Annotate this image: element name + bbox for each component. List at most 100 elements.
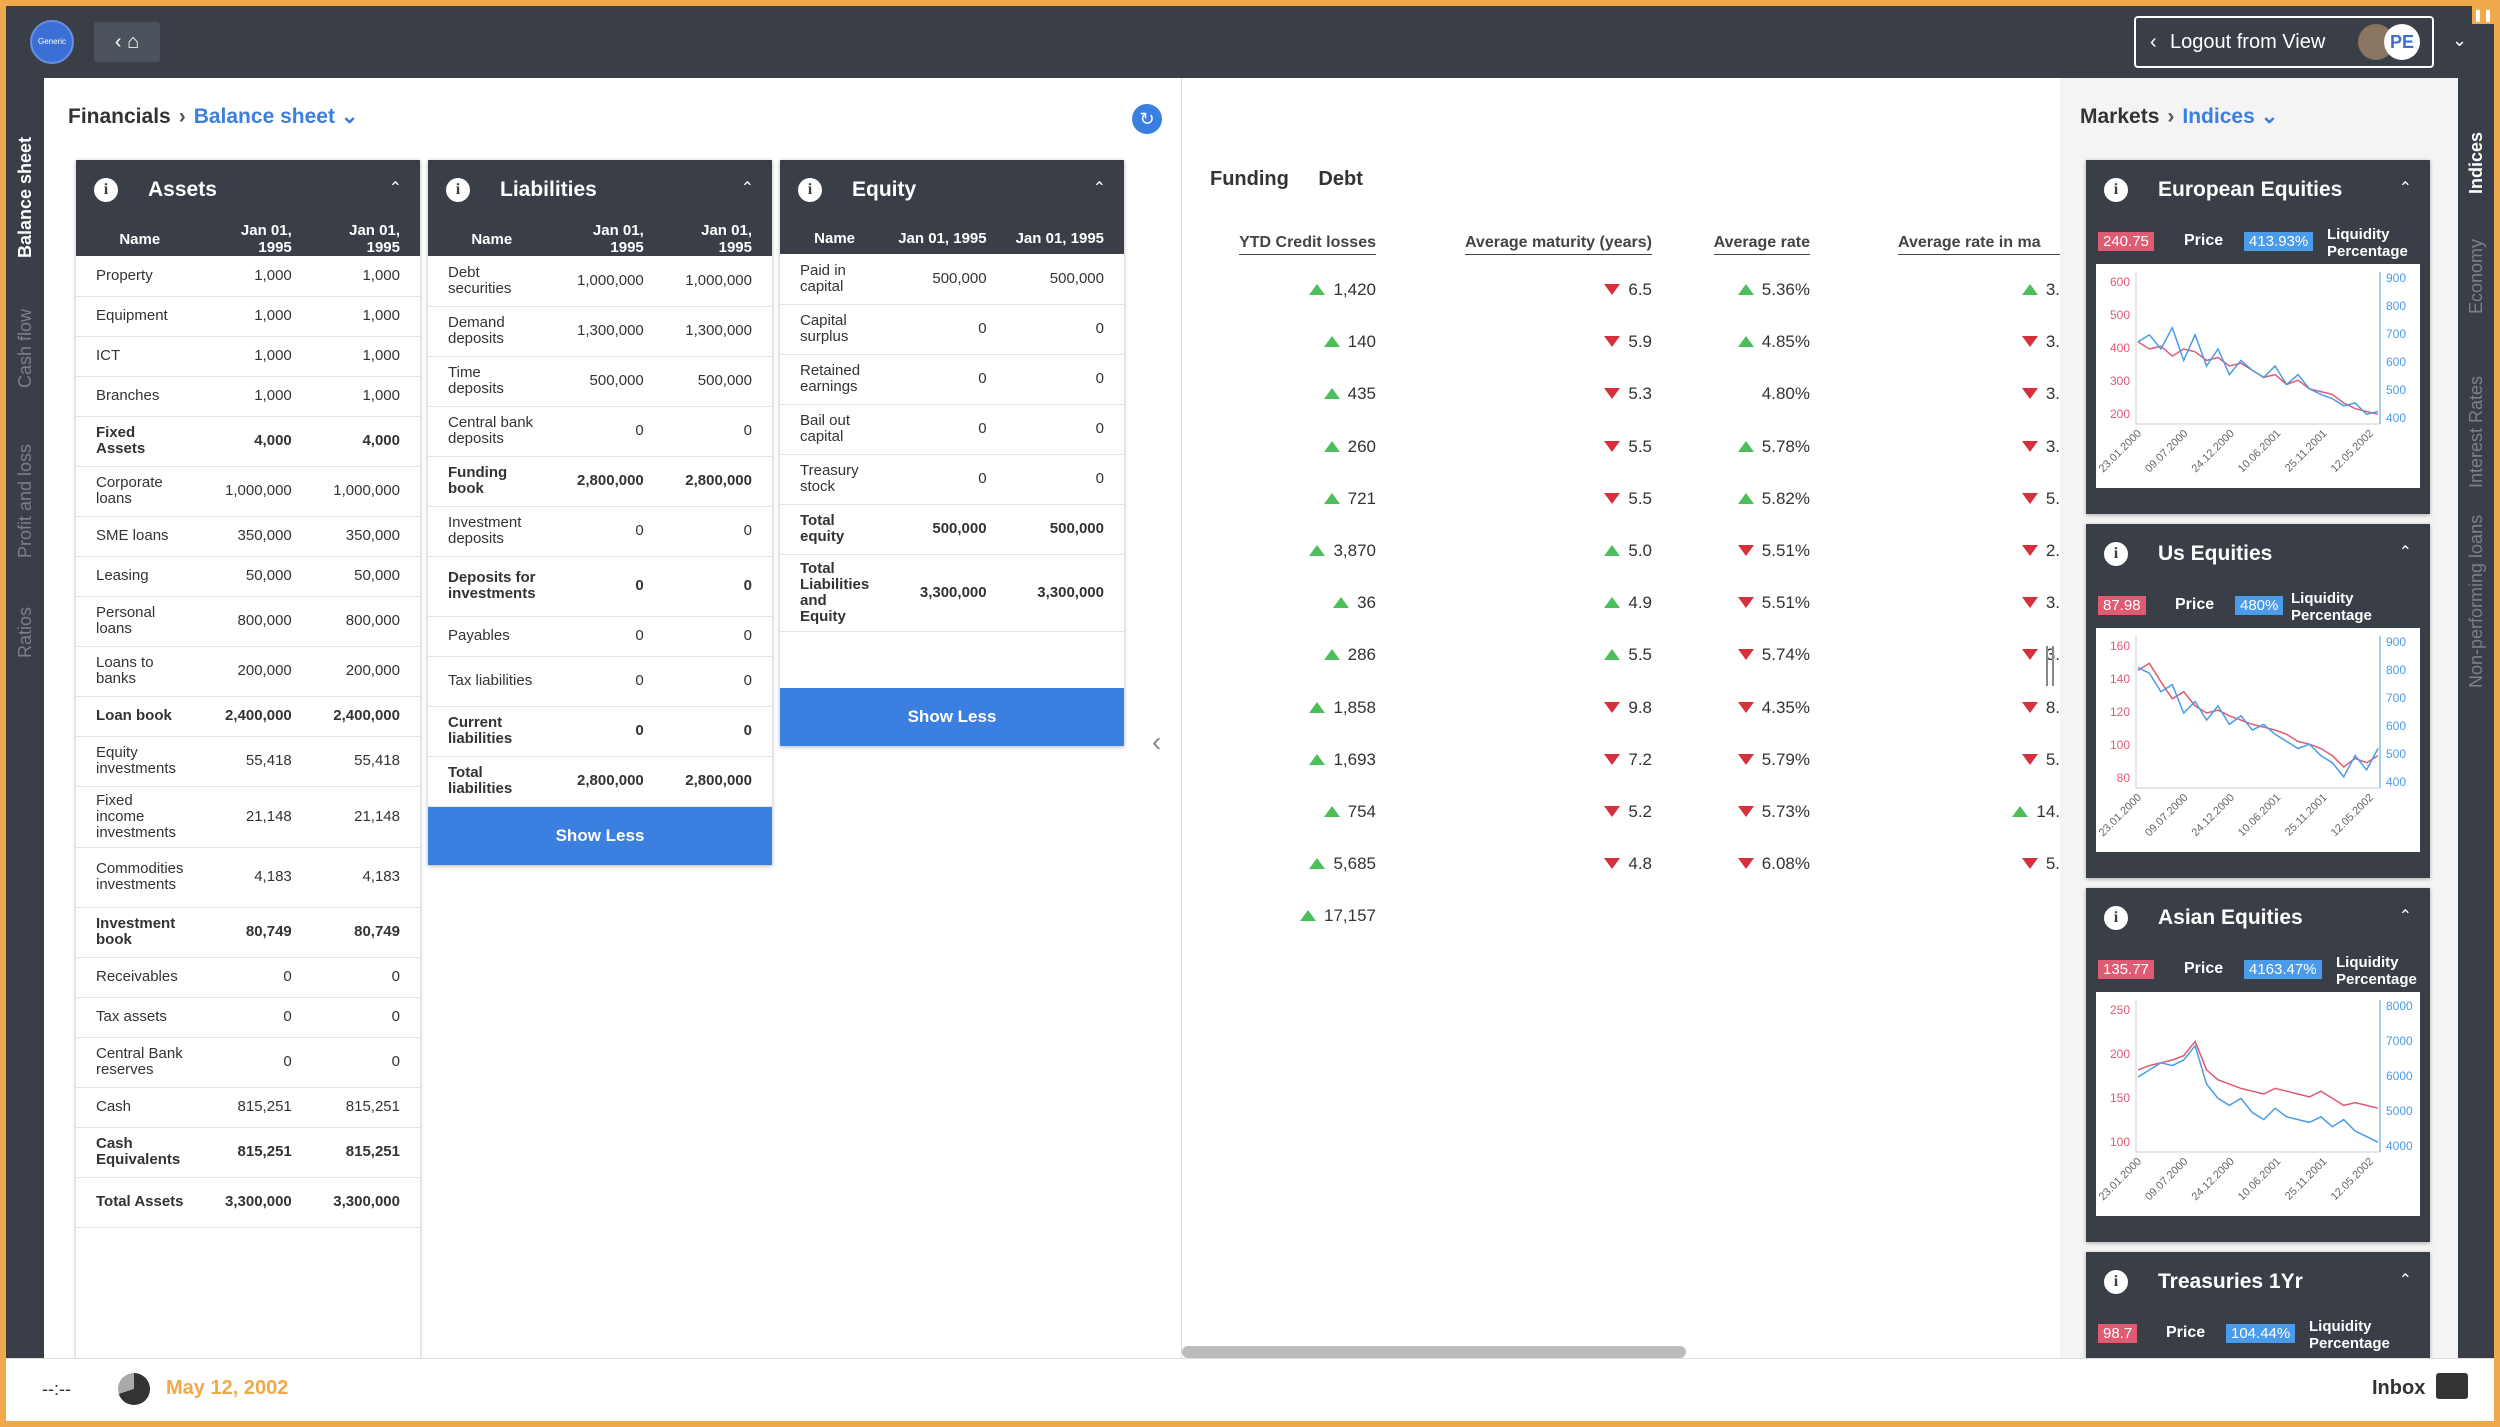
chevron-up-icon[interactable]: ⌃	[2398, 908, 2412, 925]
y-tick-label-left: 140	[2110, 672, 2130, 686]
x-tick-label: 10.06.2001	[2236, 428, 2283, 475]
info-icon[interactable]: i	[2104, 178, 2128, 202]
row-value: 0	[555, 406, 664, 457]
breadcrumb-root[interactable]: Markets	[2080, 105, 2160, 128]
info-icon[interactable]: i	[94, 178, 118, 202]
chevron-up-icon[interactable]: ⌃	[2398, 1272, 2412, 1289]
cell-value: 3.	[2045, 280, 2060, 299]
row-value: 800,000	[311, 596, 420, 647]
pause-icon[interactable]: ❚❚	[2472, 6, 2494, 24]
chevron-up-icon[interactable]: ⌃	[2398, 544, 2412, 561]
row-label: Bail out capital	[780, 404, 890, 455]
y-tick-label-right: 800	[2386, 299, 2406, 313]
info-icon[interactable]: i	[2104, 906, 2128, 930]
info-icon[interactable]: i	[446, 178, 470, 202]
logout-from-view-button[interactable]: ‹ Logout from View PE	[2134, 16, 2434, 68]
table-cell: 1,693	[1309, 750, 1376, 770]
row-label: Funding book	[428, 456, 556, 507]
progress-pie-icon	[118, 1373, 150, 1405]
row-value: 1,000,000	[555, 256, 664, 307]
show-less-button[interactable]: Show Less	[780, 687, 1124, 746]
row-label: Personal loans	[76, 596, 204, 647]
row-label: Total liabilities	[428, 756, 556, 807]
chevron-right-icon: ›	[178, 105, 186, 128]
chevron-down-icon[interactable]: ⌄	[2452, 30, 2468, 50]
price-badge: 135.77	[2098, 960, 2154, 979]
price-line: 135.77 Price 4163.47% Liquidity Percentage	[2086, 950, 2430, 992]
row-value: 2,800,000	[555, 756, 664, 807]
table-row: Cash 815,251 815,251	[76, 1087, 420, 1128]
table-row: Loan book 2,400,000 2,400,000	[76, 696, 420, 737]
panel-resize-handle[interactable]	[2046, 646, 2054, 686]
tab-debt[interactable]: Debt	[1318, 168, 1363, 190]
tab-ratios[interactable]: Ratios	[15, 606, 35, 658]
info-icon[interactable]: i	[798, 178, 822, 202]
info-icon[interactable]: i	[2104, 1270, 2128, 1294]
tab-interest-rates[interactable]: Interest Rates	[2466, 375, 2486, 488]
chevron-right-icon: ›	[2167, 105, 2175, 128]
liquidity-label: Liquidity Percentage	[2291, 590, 2372, 624]
back-home-button[interactable]: ‹ ⌂	[94, 22, 160, 62]
breadcrumb-current[interactable]: Balance sheet	[193, 105, 335, 128]
table-row: Retained earnings 0 0	[780, 354, 1124, 405]
inbox-icon[interactable]	[2436, 1373, 2468, 1399]
column-header: Name	[76, 222, 204, 256]
inbox-label[interactable]: Inbox	[2372, 1377, 2426, 1399]
row-label: Corporate loans	[76, 466, 204, 517]
cell-value: 435	[1347, 384, 1376, 404]
tab-funding[interactable]: Funding	[1210, 168, 1289, 190]
table-row: Receivables 0 0	[76, 957, 420, 998]
cell-value: 36	[1357, 593, 1376, 613]
trend-down-icon	[2021, 649, 2038, 661]
refresh-icon[interactable]: ↻	[1132, 104, 1162, 134]
row-value: 4,000	[311, 416, 420, 467]
cell-value: 5.5	[1628, 645, 1652, 665]
chevron-down-icon[interactable]: ⌄	[2260, 105, 2279, 128]
cell-value: 5.9	[1628, 332, 1652, 352]
chevron-up-icon[interactable]: ⌃	[388, 180, 402, 197]
chevron-up-icon[interactable]: ⌃	[2398, 180, 2412, 197]
tab-balance-sheet[interactable]: Balance sheet	[15, 136, 35, 258]
info-icon[interactable]: i	[2104, 542, 2128, 566]
row-value: 50,000	[311, 556, 420, 597]
avatar: PE	[2384, 24, 2420, 60]
row-label: Current liabilities	[428, 706, 556, 757]
table-cell: 4.8	[1604, 854, 1652, 874]
horizontal-scrollbar[interactable]	[1182, 1346, 1686, 1358]
row-value: 0	[555, 616, 664, 657]
x-tick-label: 23.01.2000	[2097, 428, 2144, 475]
chevron-left-icon[interactable]: ‹	[1152, 726, 1162, 757]
tab-indices[interactable]: Indices	[2466, 131, 2486, 194]
show-less-button[interactable]: Show Less	[428, 806, 772, 865]
tab-economy[interactable]: Economy	[2466, 238, 2486, 314]
tab-profit-and-loss[interactable]: Profit and loss	[15, 443, 35, 558]
price-label: Price	[2184, 960, 2224, 977]
liquidity-badge: 4163.47%	[2244, 960, 2322, 979]
row-value: 4,183	[203, 847, 312, 908]
trend-up-icon	[1309, 545, 1326, 556]
row-label: Leasing	[76, 556, 204, 597]
table-cell: 3.	[2021, 332, 2060, 352]
trend-down-icon	[1604, 440, 1621, 452]
spacer	[780, 632, 1124, 688]
row-value: 0	[555, 506, 664, 557]
chevron-down-icon[interactable]: ⌄	[340, 105, 359, 128]
market-card: i Asian Equities ⌃ 135.77 Price 4163.47% Liqui…	[2086, 888, 2430, 1242]
chevron-up-icon[interactable]: ⌃	[1092, 180, 1106, 197]
breadcrumb-root[interactable]: Financials	[68, 105, 171, 128]
row-label: Cash Equivalents	[76, 1127, 204, 1178]
table-cell: 3.	[2021, 645, 2060, 665]
chevron-up-icon[interactable]: ⌃	[740, 180, 754, 197]
tab-cash-flow[interactable]: Cash flow	[15, 308, 35, 388]
table-row: Treasury stock 0 0	[780, 454, 1124, 505]
liquidity-badge: 104.44%	[2226, 1324, 2296, 1343]
company-logo[interactable]: Generic Ltd	[30, 20, 74, 86]
table-row: Property 1,000 1,000	[76, 256, 420, 297]
row-value: 1,000	[311, 376, 420, 417]
row-value: 500,000	[1006, 254, 1124, 305]
row-value: 200,000	[311, 646, 420, 697]
cell-value: 1,858	[1333, 697, 1376, 717]
x-tick-label: 09.07.2000	[2143, 428, 2190, 475]
tab-non-performing-loans[interactable]: Non-performing loans	[2466, 514, 2486, 688]
breadcrumb-current[interactable]: Indices	[2182, 105, 2255, 128]
